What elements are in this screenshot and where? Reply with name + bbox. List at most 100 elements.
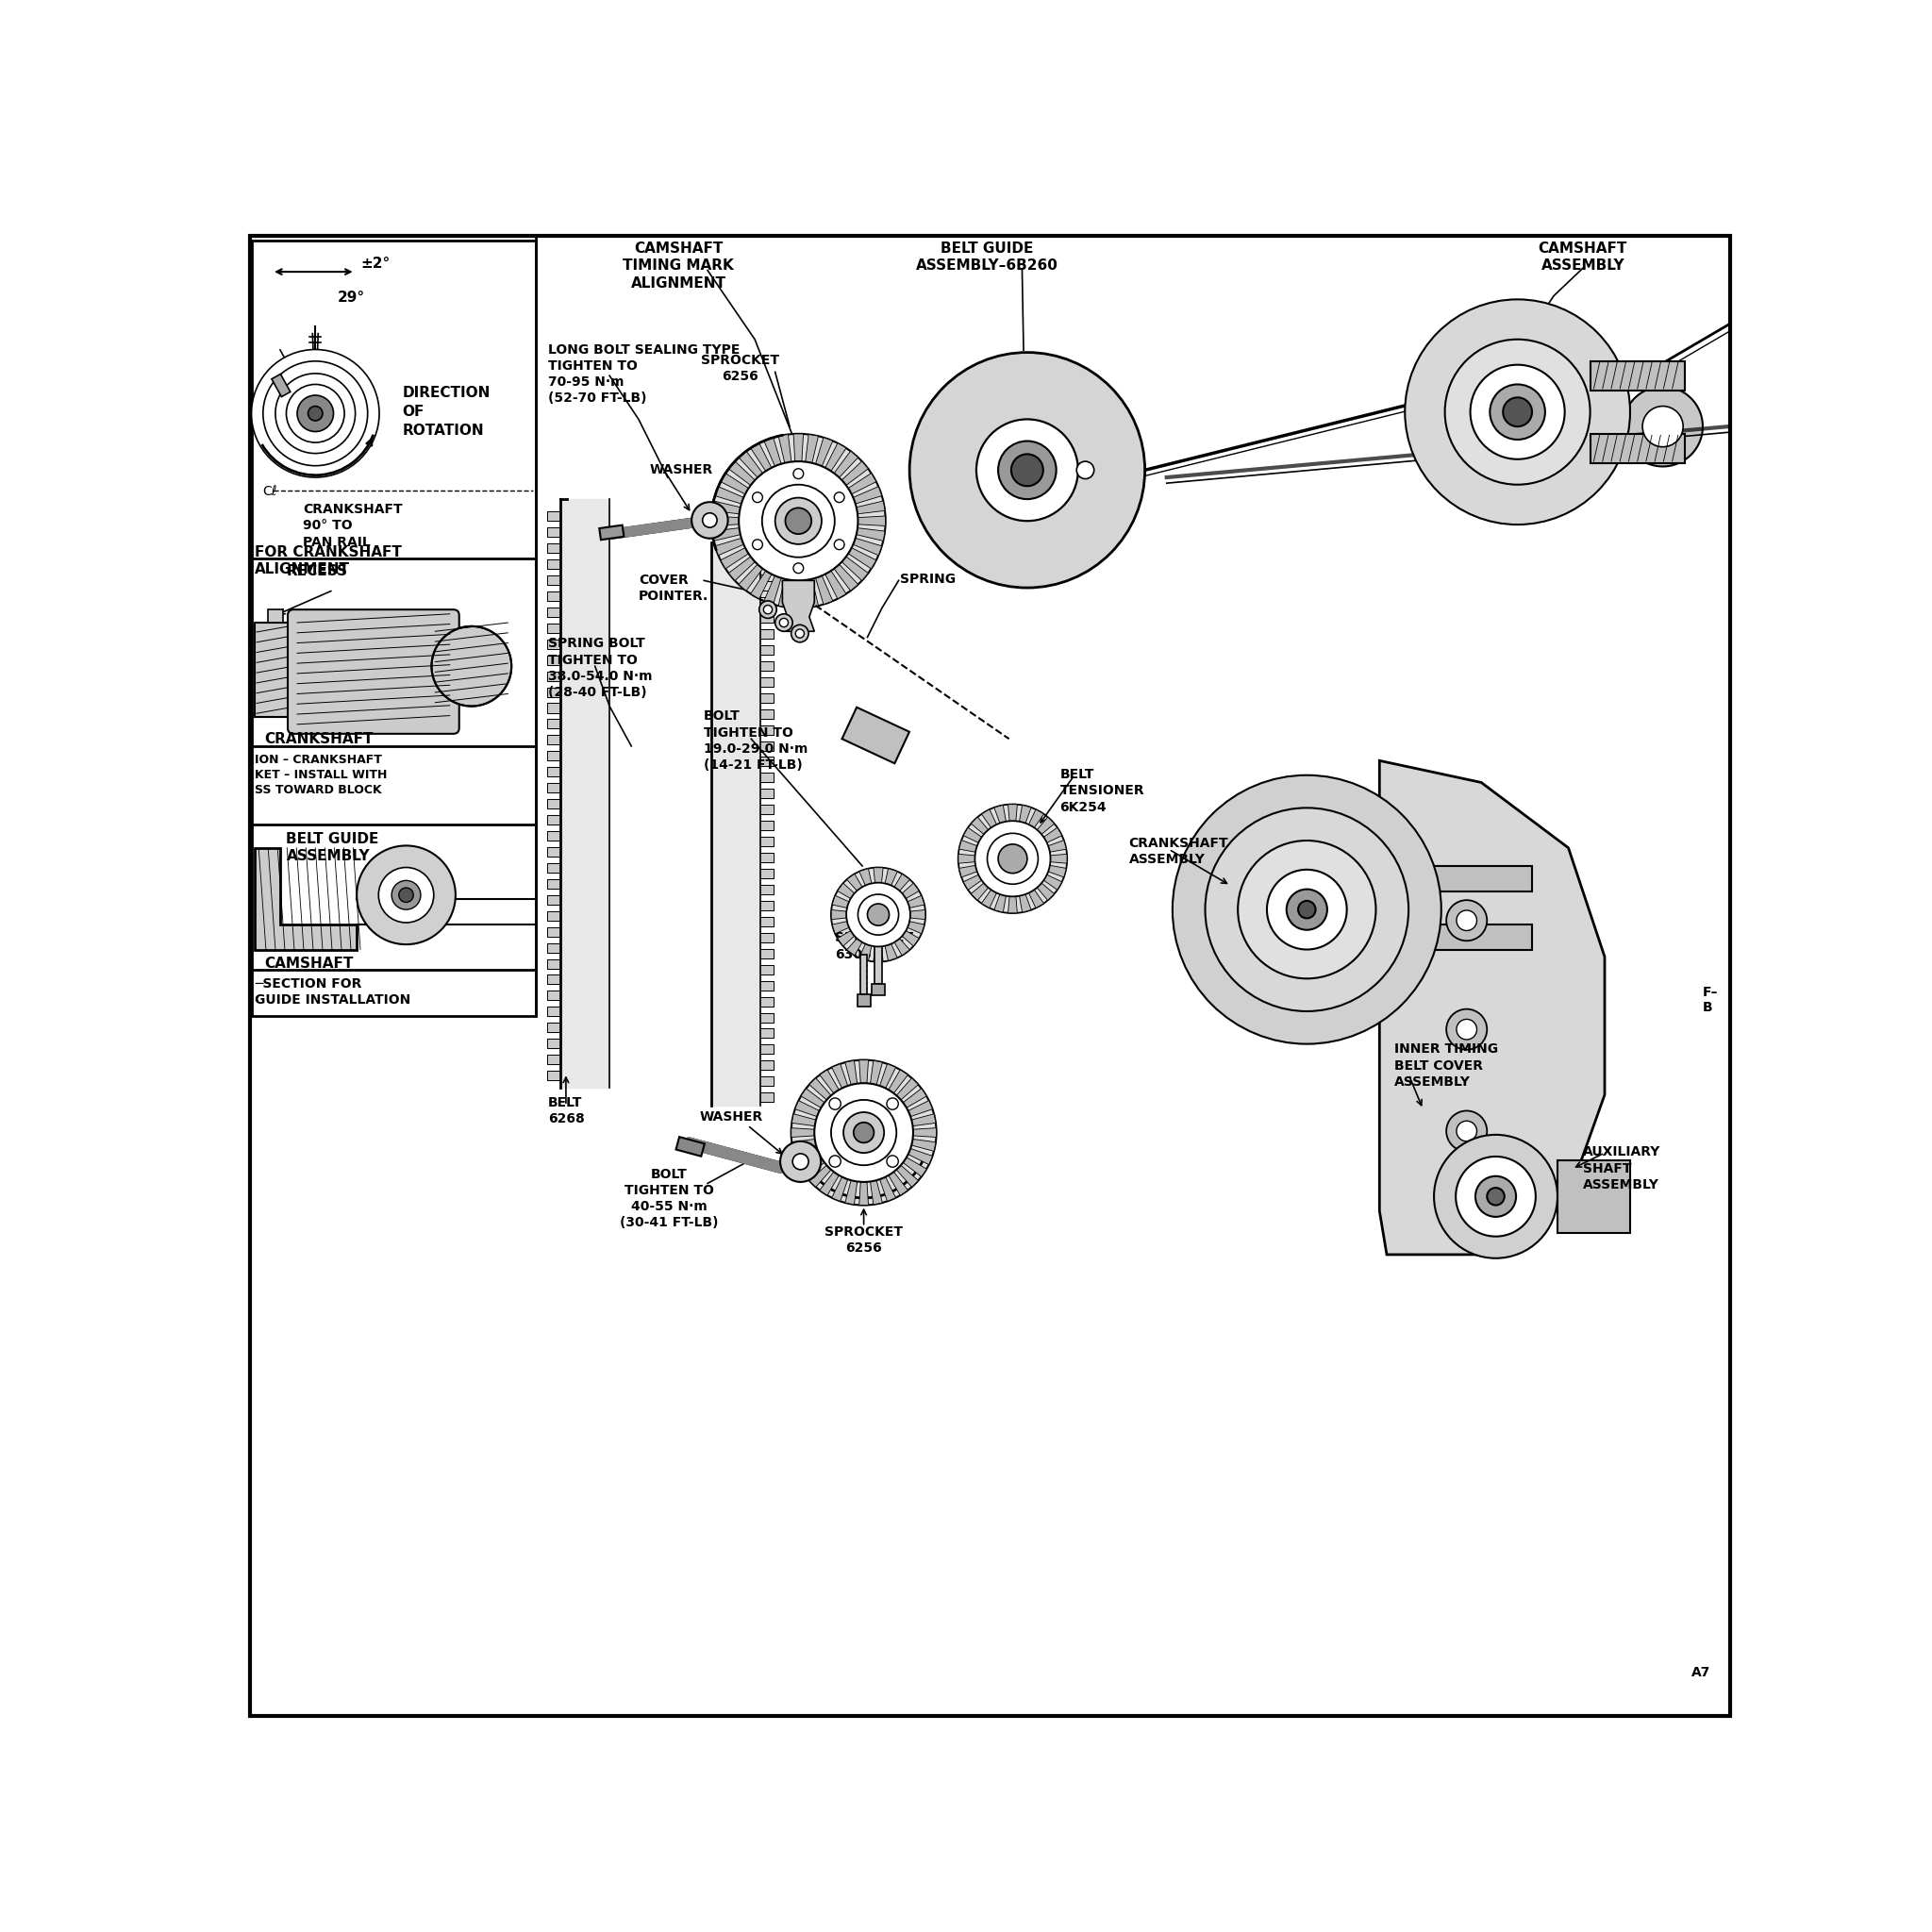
Polygon shape	[858, 516, 885, 526]
Polygon shape	[912, 1140, 935, 1151]
Polygon shape	[856, 527, 885, 541]
Text: CAMSHAFT
ASSEMBLY: CAMSHAFT ASSEMBLY	[1538, 242, 1627, 272]
Polygon shape	[958, 866, 978, 877]
Polygon shape	[782, 580, 815, 632]
Polygon shape	[972, 817, 989, 835]
Polygon shape	[711, 500, 740, 514]
Polygon shape	[738, 450, 763, 477]
Circle shape	[1490, 384, 1546, 440]
Circle shape	[844, 1113, 885, 1153]
Circle shape	[794, 562, 804, 574]
Polygon shape	[1037, 883, 1055, 900]
Polygon shape	[902, 1157, 927, 1177]
Polygon shape	[547, 560, 560, 568]
Polygon shape	[761, 964, 773, 974]
Circle shape	[398, 889, 413, 902]
Text: ─SECTION FOR
GUIDE INSTALLATION: ─SECTION FOR GUIDE INSTALLATION	[255, 978, 412, 1007]
Circle shape	[357, 846, 456, 945]
Polygon shape	[1028, 891, 1043, 908]
Text: SPROCKET
6256: SPROCKET 6256	[825, 1225, 902, 1256]
Polygon shape	[763, 437, 781, 466]
Polygon shape	[761, 612, 773, 622]
Polygon shape	[833, 922, 848, 933]
Polygon shape	[721, 473, 748, 495]
Circle shape	[887, 1097, 898, 1109]
Polygon shape	[761, 773, 773, 782]
Polygon shape	[908, 1101, 933, 1117]
Polygon shape	[819, 1070, 838, 1094]
Polygon shape	[547, 895, 560, 904]
Circle shape	[784, 508, 811, 533]
Polygon shape	[835, 450, 858, 477]
Text: FOR CRANKSHAFT
ALIGNMENT: FOR CRANKSHAFT ALIGNMENT	[255, 545, 402, 576]
Polygon shape	[981, 891, 997, 908]
Polygon shape	[896, 1165, 918, 1186]
Bar	[1590, 361, 1685, 390]
Polygon shape	[964, 875, 981, 891]
Circle shape	[251, 350, 379, 477]
Circle shape	[999, 440, 1057, 498]
Polygon shape	[833, 896, 848, 908]
Polygon shape	[761, 1045, 773, 1055]
Polygon shape	[547, 958, 560, 968]
Polygon shape	[914, 1128, 937, 1138]
Circle shape	[829, 1155, 840, 1167]
Bar	[676, 1136, 705, 1155]
Polygon shape	[547, 591, 560, 601]
Bar	[860, 954, 867, 995]
Bar	[253, 242, 535, 1016]
Polygon shape	[547, 831, 560, 840]
Bar	[272, 375, 290, 396]
Polygon shape	[761, 661, 773, 670]
Text: DIRECTION
OF
ROTATION: DIRECTION OF ROTATION	[402, 386, 491, 439]
Polygon shape	[547, 576, 560, 585]
Polygon shape	[837, 883, 854, 898]
Circle shape	[779, 618, 788, 628]
Polygon shape	[964, 827, 981, 842]
Polygon shape	[873, 947, 883, 962]
Polygon shape	[547, 800, 560, 810]
Bar	[858, 995, 869, 1007]
Polygon shape	[802, 1157, 825, 1177]
Polygon shape	[908, 896, 923, 908]
Circle shape	[692, 502, 728, 539]
Polygon shape	[547, 943, 560, 952]
Polygon shape	[854, 539, 881, 554]
Polygon shape	[844, 1061, 858, 1086]
Circle shape	[1010, 454, 1043, 487]
Polygon shape	[885, 945, 896, 960]
Circle shape	[910, 352, 1146, 587]
Polygon shape	[761, 885, 773, 895]
Polygon shape	[792, 1140, 815, 1151]
Polygon shape	[761, 676, 773, 686]
Polygon shape	[547, 607, 560, 616]
Polygon shape	[846, 939, 862, 956]
Polygon shape	[860, 1182, 867, 1206]
Polygon shape	[761, 933, 773, 943]
Polygon shape	[547, 976, 560, 985]
Polygon shape	[902, 931, 920, 947]
Polygon shape	[848, 473, 877, 495]
Polygon shape	[761, 597, 773, 607]
Circle shape	[298, 396, 334, 431]
Text: CAMSHAFT: CAMSHAFT	[265, 956, 354, 972]
Circle shape	[1623, 386, 1702, 466]
Polygon shape	[547, 670, 560, 680]
Text: LONG BOLT SEALING TYPE
TIGHTEN TO
70-95 N·m
(52-70 FT-LB): LONG BOLT SEALING TYPE TIGHTEN TO 70-95 …	[549, 344, 740, 406]
Polygon shape	[1049, 866, 1066, 877]
Polygon shape	[1009, 804, 1018, 821]
Text: BOLT
TIGHTEN TO
40-55 N·m
(30-41 FT-LB): BOLT TIGHTEN TO 40-55 N·m (30-41 FT-LB)	[620, 1167, 719, 1229]
Text: SPROCKET
6306: SPROCKET 6306	[835, 931, 914, 960]
Polygon shape	[860, 869, 871, 885]
Circle shape	[759, 601, 777, 618]
Bar	[269, 611, 282, 622]
Polygon shape	[547, 512, 560, 522]
Text: WASHER: WASHER	[649, 464, 713, 477]
Polygon shape	[792, 1115, 815, 1126]
Polygon shape	[833, 1065, 848, 1088]
Polygon shape	[879, 1065, 896, 1088]
Text: RECESS: RECESS	[286, 564, 348, 580]
Polygon shape	[831, 910, 846, 920]
Bar	[599, 526, 624, 539]
Polygon shape	[869, 1061, 883, 1086]
